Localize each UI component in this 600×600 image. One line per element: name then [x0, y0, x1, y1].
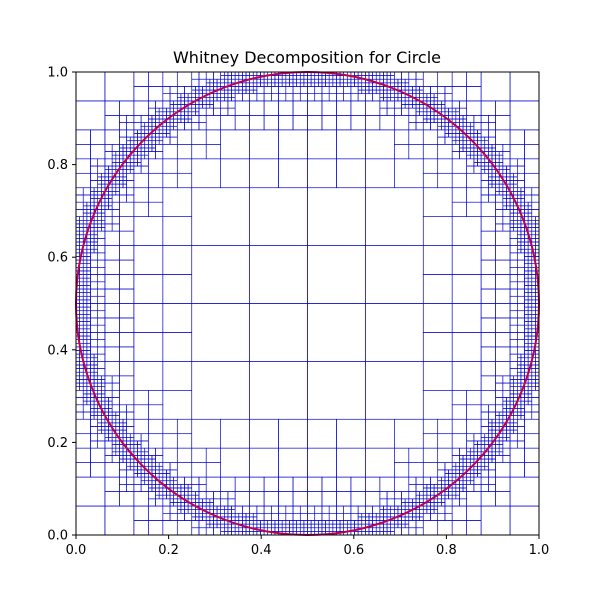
x-tick-label: 0.0 [66, 543, 87, 558]
x-tick-label: 0.6 [343, 543, 364, 558]
y-tick-label: 0.2 [47, 436, 68, 451]
x-tick-label: 0.2 [158, 543, 179, 558]
plot-area [75, 71, 540, 536]
y-tick-label: 1.0 [47, 66, 68, 81]
y-tick-label: 0.4 [47, 343, 68, 358]
y-tick-label: 0.8 [47, 158, 68, 173]
x-tick-label: 0.4 [251, 543, 272, 558]
x-tick-label: 1.0 [529, 543, 550, 558]
x-tick-label: 0.8 [436, 543, 457, 558]
y-tick-label: 0.6 [47, 251, 68, 266]
y-tick-label: 0.0 [47, 529, 68, 544]
y-axis-ticks: 0.0 0.2 0.4 0.6 0.8 1.0 [47, 66, 76, 544]
chart-title: Whitney Decomposition for Circle [173, 48, 441, 67]
axes-frame [75, 71, 540, 536]
x-axis-ticks: 0.0 0.2 0.4 0.6 0.8 1.0 [66, 535, 550, 558]
